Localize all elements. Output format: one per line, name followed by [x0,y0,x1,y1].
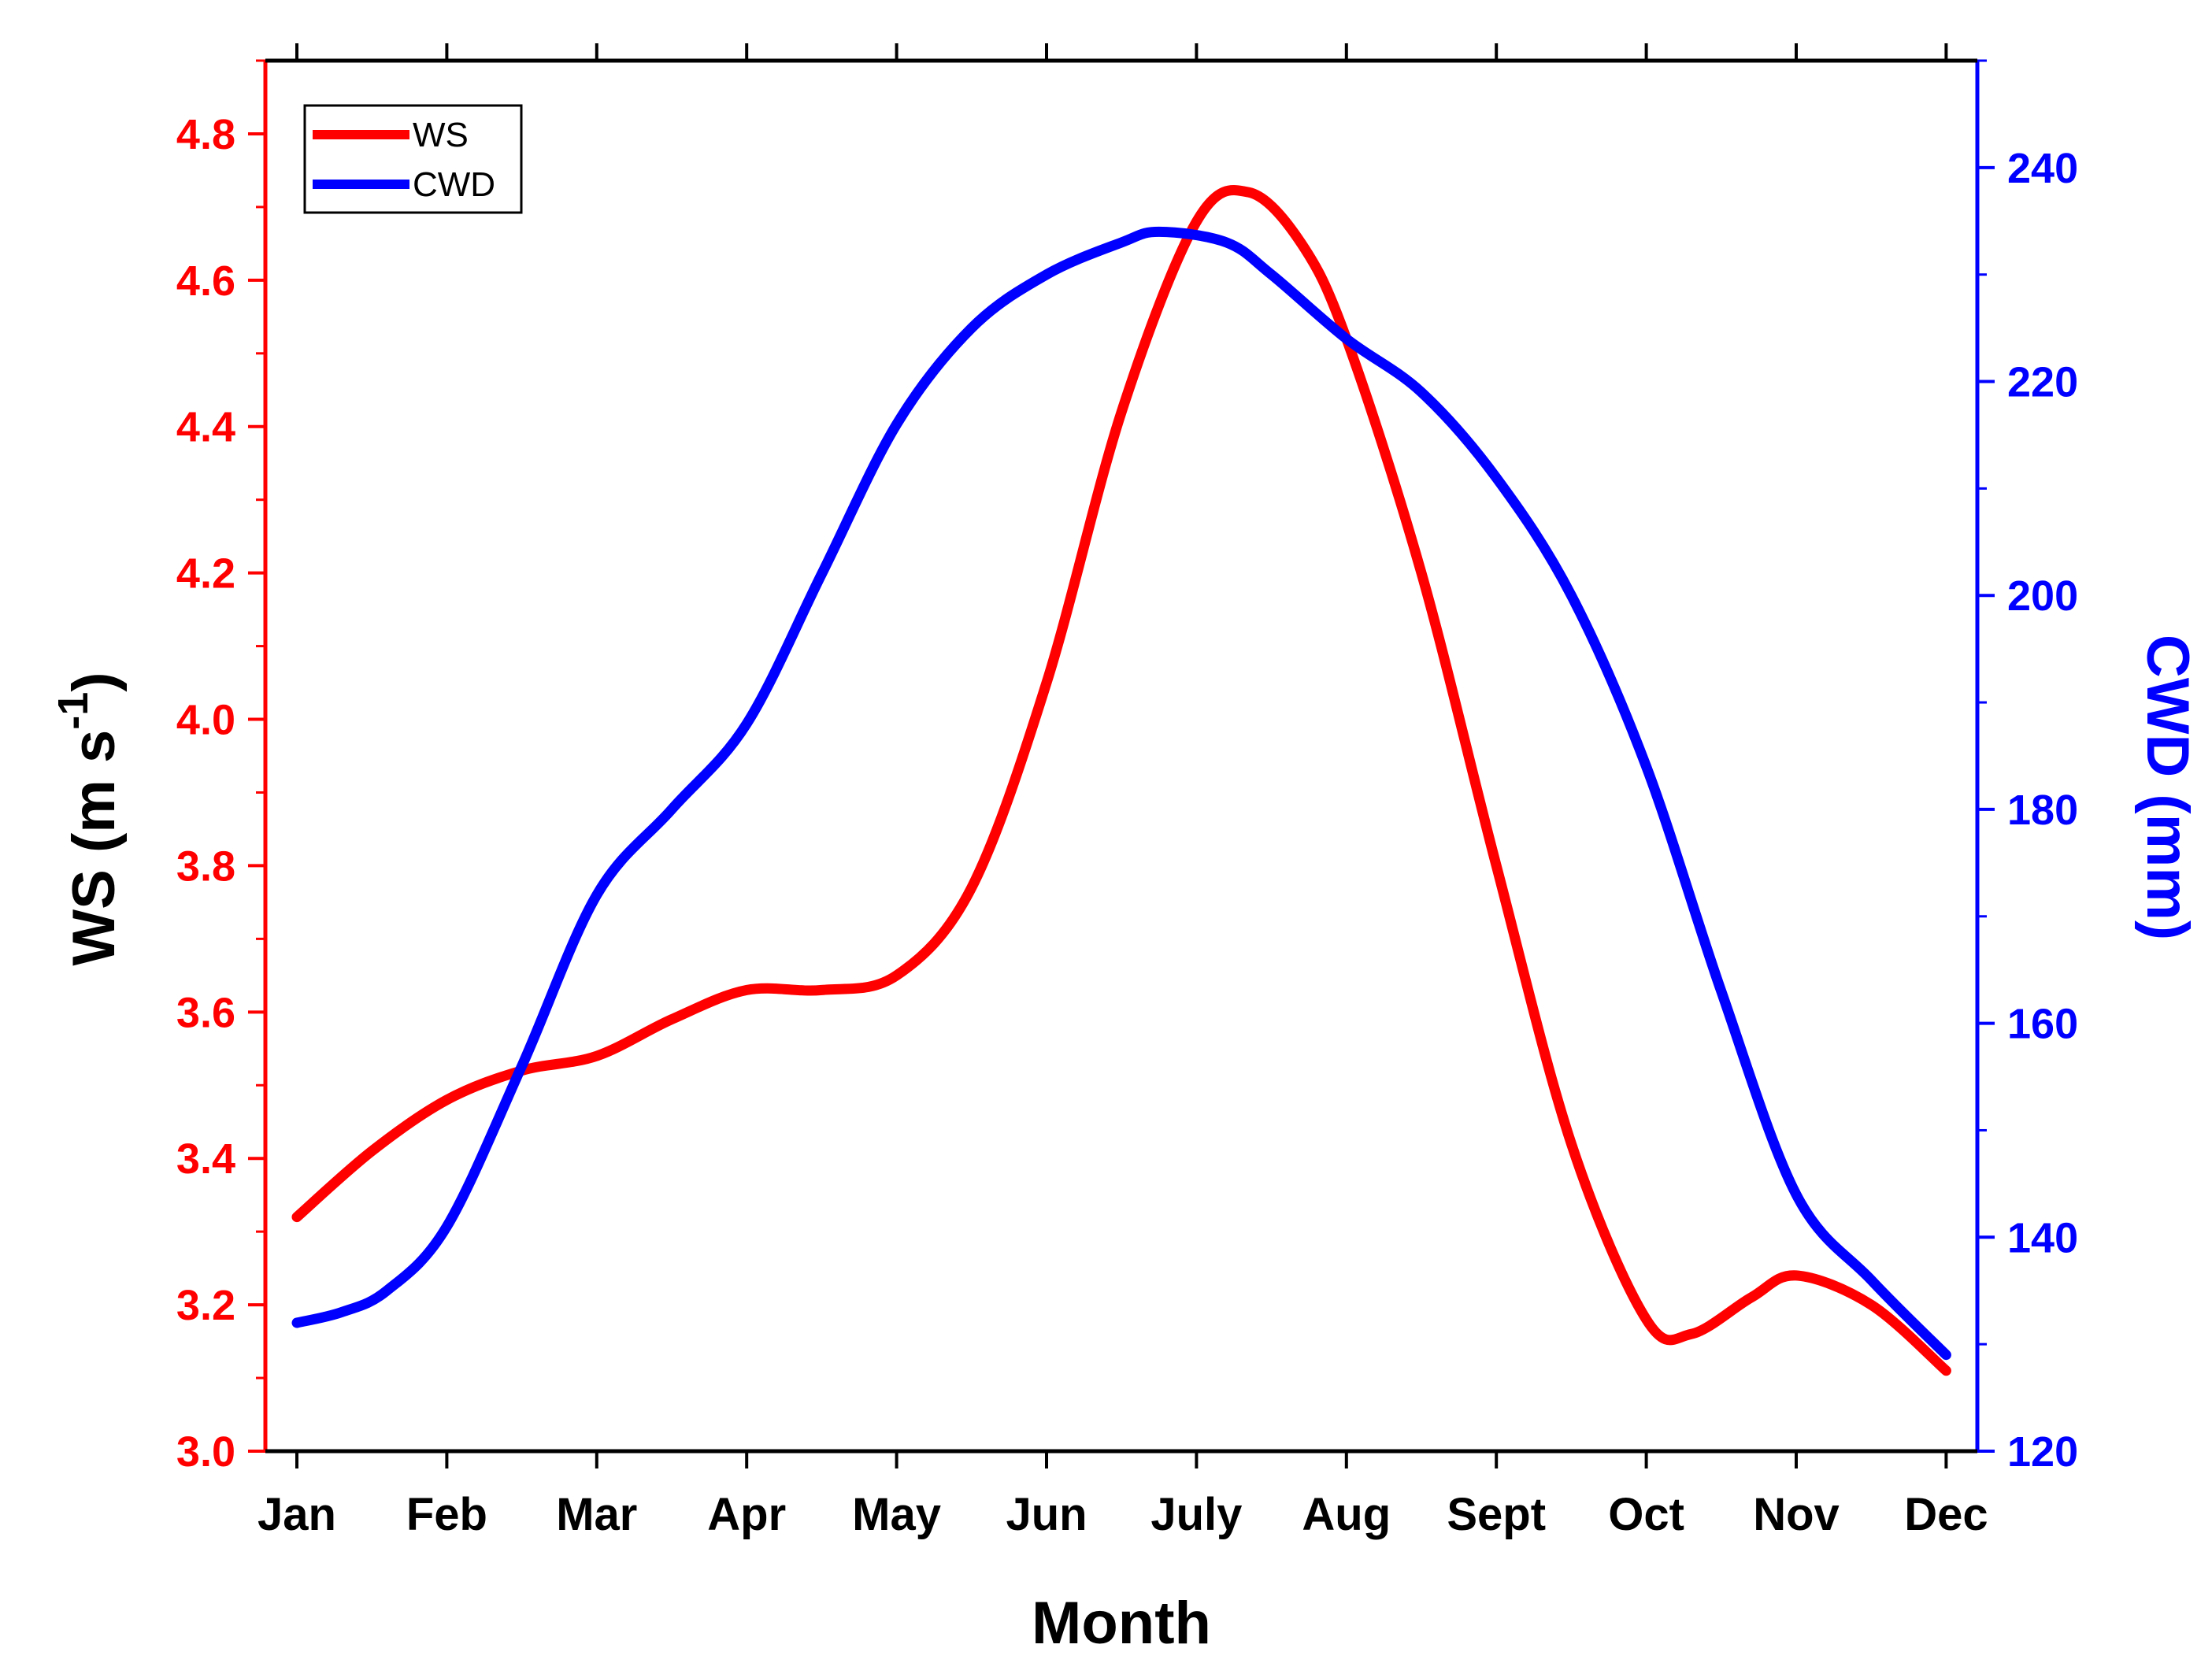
x-tick-label: Jan [258,1489,336,1540]
x-tick-label: Nov [1753,1489,1840,1540]
legend-label-cwd: CWD [413,165,495,204]
right-tick-label: 140 [2007,1214,2078,1261]
x-tick-label: Apr [707,1489,786,1540]
x-axis-ticks: Jan Feb Mar Apr May Jun July Aug Sept Oct Nov Dec [258,43,1988,1540]
series-layer [291,185,1951,1376]
right-tick-label: 240 [2007,145,2078,192]
left-y-axis-title-close: ) [61,672,128,691]
right-tick-label: 120 [2007,1428,2078,1476]
legend: WS CWD [303,104,523,214]
right-tick-label: 160 [2007,1001,2078,1048]
left-tick-label: 4.6 [176,257,235,305]
right-tick-label: 220 [2007,359,2078,406]
x-tick-label: Feb [406,1489,487,1540]
left-tick-label: 4.4 [176,404,235,451]
right-y-axis-title: CWD (mm) [2134,635,2201,940]
left-tick-label: 3.2 [176,1282,235,1329]
left-tick-label: 4.2 [176,550,235,598]
x-tick-label: July [1150,1489,1242,1540]
left-y-axis-title-superscript: -1 [50,692,97,730]
legend-box [303,104,523,214]
x-tick-label: Sept [1447,1489,1546,1540]
left-y-axis-ticks: 3.0 3.2 3.4 3.6 3.8 4.0 4.2 4.4 4.6 4.8 [176,59,265,1476]
right-tick-label: 180 [2007,787,2078,834]
left-tick-label: 4.8 [176,111,235,158]
x-tick-label: Aug [1302,1489,1391,1540]
x-tick-label: May [852,1489,941,1540]
x-tick-label: Oct [1608,1489,1684,1540]
series-line-cwd [291,226,1951,1361]
left-y-axis-title: WS (m s-1) [50,672,128,965]
right-tick-label: 200 [2007,572,2078,620]
right-y-axis-ticks: 120 140 160 180 200 220 240 [1977,59,2078,1476]
left-y-axis-title-main: WS (m s [61,730,128,966]
x-tick-label: Jun [1006,1489,1087,1540]
x-axis-title: Month [1032,1590,1211,1657]
x-tick-label: Dec [1904,1489,1988,1540]
left-tick-label: 3.8 [176,843,235,890]
left-tick-label: 3.6 [176,989,235,1036]
series-line-ws [291,185,1951,1376]
left-tick-label: 3.0 [176,1428,235,1476]
legend-label-ws: WS [413,116,469,154]
left-tick-label: 4.0 [176,697,235,744]
left-tick-label: 3.4 [176,1135,235,1183]
x-tick-label: Mar [556,1489,637,1540]
